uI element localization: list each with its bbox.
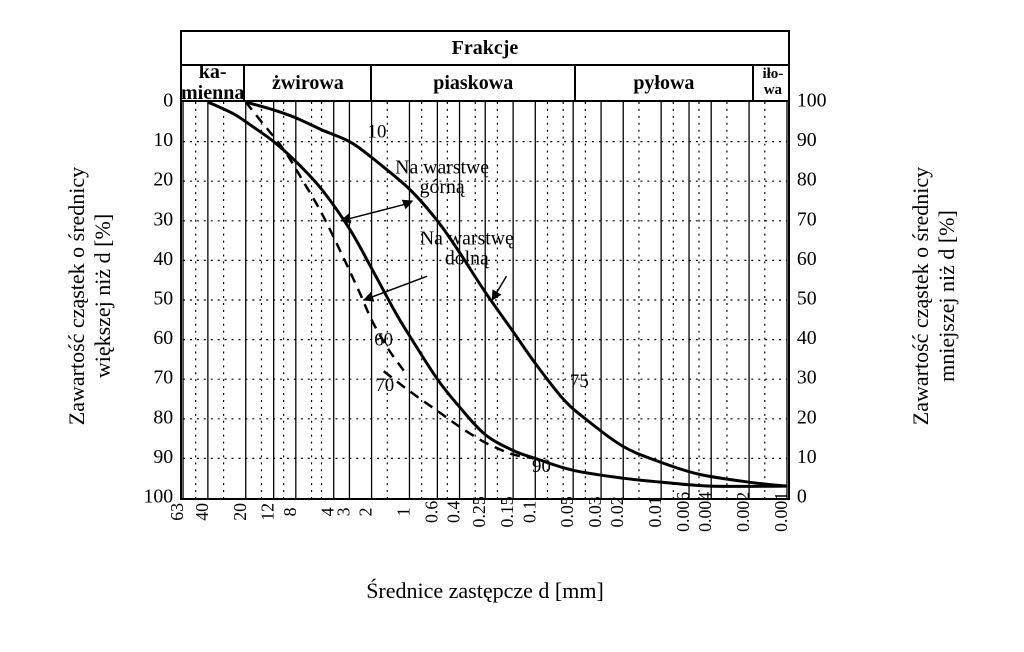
x-tick: 1 — [393, 507, 413, 516]
callout-arrow — [492, 276, 506, 300]
svg-text:90: 90 — [153, 446, 173, 468]
svg-text:10: 10 — [153, 129, 173, 151]
x-tick: 0.01 — [645, 496, 665, 527]
x-tick: 0.006 — [673, 492, 693, 532]
svg-text:70: 70 — [797, 208, 817, 230]
svg-text:0: 0 — [163, 90, 173, 112]
curve-value-label: 60 — [374, 330, 393, 351]
svg-text:50: 50 — [797, 288, 817, 310]
x-tick: 0.15 — [497, 496, 517, 527]
fraction-band: ka- mienna — [182, 66, 245, 100]
fraction-band: iło- wa — [754, 66, 792, 100]
x-tick: 0.03 — [585, 496, 605, 527]
fraction-header-bands: ka- miennażwirowapiaskowapyłowaiło- wa — [180, 64, 790, 100]
svg-text:20: 20 — [797, 406, 817, 428]
fraction-header-top: Frakcje — [180, 30, 790, 64]
x-tick: 2 — [356, 507, 376, 516]
x-tick: 8 — [280, 507, 300, 516]
plot-svg: 0100109020803070406050506040703080209010… — [182, 102, 788, 498]
chart-stage: Zawartość cząstek o średnicy większej ni… — [0, 0, 1024, 652]
callout-text: dolną — [445, 247, 489, 269]
callout-text: górną — [420, 176, 465, 198]
curve-value-label: 75 — [570, 371, 589, 392]
x-tick: 0.02 — [607, 496, 627, 527]
callout-text: Na warstwę — [420, 228, 514, 250]
svg-text:80: 80 — [797, 169, 817, 191]
x-tick: 0.1 — [519, 501, 539, 523]
plot-area: 0100109020803070406050506040703080209010… — [180, 100, 790, 500]
svg-text:20: 20 — [153, 169, 173, 191]
curve-value-label: 70 — [375, 375, 394, 396]
callout-arrow — [403, 201, 413, 205]
x-tick: 0.002 — [733, 492, 753, 532]
fraction-band: żwirowa — [245, 66, 372, 100]
svg-text:70: 70 — [153, 367, 173, 389]
callout-arrow — [364, 276, 427, 300]
x-tick: 3 — [333, 507, 353, 516]
x-tick: 0.004 — [695, 492, 715, 532]
fraction-band: pyłowa — [576, 66, 754, 100]
curve-value-label: 90 — [532, 456, 551, 477]
svg-text:90: 90 — [797, 129, 817, 151]
curve-value-label: 10 — [368, 122, 387, 143]
svg-text:40: 40 — [797, 327, 817, 349]
fraction-band: piaskowa — [372, 66, 576, 100]
x-tick: 0.001 — [771, 492, 791, 532]
x-axis-title: Średnice zastępcze d [mm] — [180, 578, 790, 604]
y-axis-title-left: Zawartość cząstek o średnicy większej ni… — [64, 146, 116, 446]
callout-text: Na warstwę — [395, 156, 489, 178]
x-tick: 40 — [192, 503, 212, 521]
x-tick: 20 — [230, 503, 250, 521]
svg-text:0: 0 — [797, 486, 807, 508]
svg-text:40: 40 — [153, 248, 173, 270]
x-tick: 63 — [167, 503, 187, 521]
x-tick: 0.6 — [421, 501, 441, 523]
svg-text:60: 60 — [153, 327, 173, 349]
fractions-title: Frakcje — [182, 32, 788, 64]
curve — [246, 102, 787, 486]
x-tick: 0.05 — [557, 496, 577, 527]
x-tick: 12 — [258, 503, 278, 521]
svg-text:100: 100 — [797, 90, 827, 112]
y-axis-title-right: Zawartość cząstek o średnicy mniejszej n… — [908, 146, 960, 446]
svg-text:50: 50 — [153, 288, 173, 310]
svg-text:10: 10 — [797, 446, 817, 468]
svg-text:30: 30 — [797, 367, 817, 389]
x-tick: 0.25 — [469, 496, 489, 527]
svg-text:80: 80 — [153, 406, 173, 428]
x-tick: 0.4 — [444, 501, 464, 523]
svg-text:60: 60 — [797, 248, 817, 270]
svg-text:30: 30 — [153, 208, 173, 230]
